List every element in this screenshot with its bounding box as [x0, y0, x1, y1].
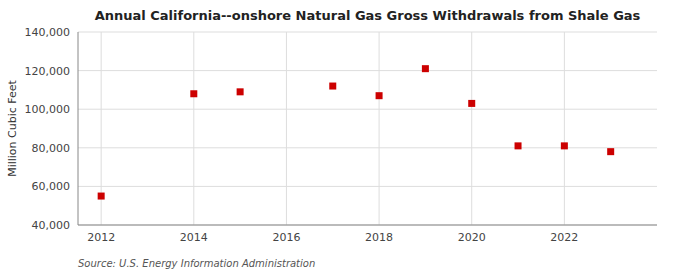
point [237, 88, 244, 95]
y-tick-label: 140,000 [25, 26, 71, 39]
source: Source: U.S. Energy Information Administ… [78, 258, 315, 269]
grid [78, 32, 657, 225]
x-tick-label: 2012 [87, 231, 115, 244]
y-grid-line [78, 70, 657, 71]
y-grid-line [78, 147, 657, 148]
x-grid-line [193, 32, 194, 225]
point [376, 92, 383, 99]
x-tick-label: 2022 [550, 231, 578, 244]
point [422, 65, 429, 72]
y-axis-label: Million Cubic Feet [6, 79, 19, 176]
x-grid-line [286, 32, 287, 225]
point [98, 193, 105, 200]
points [98, 65, 615, 199]
x-grid-line [471, 32, 472, 225]
point [561, 142, 568, 149]
point [468, 100, 475, 107]
title: Annual California--onshore Natural Gas G… [95, 8, 641, 23]
x-tick-label: 2020 [458, 231, 486, 244]
point [329, 83, 336, 90]
x-axis-line [78, 225, 657, 226]
y-grid-line [78, 225, 657, 226]
y-tick-label: 60,000 [32, 180, 71, 193]
y-grid-line [78, 32, 657, 33]
x-grid-line [564, 32, 565, 225]
point [190, 90, 197, 97]
y-tick-label: 40,000 [32, 219, 71, 232]
point [515, 142, 522, 149]
y-tick-label: 80,000 [32, 142, 71, 155]
x-grid-line [379, 32, 380, 225]
point [607, 148, 614, 155]
x-tick-label: 2018 [365, 231, 393, 244]
y-axis-line [78, 32, 79, 225]
y-grid-line [78, 109, 657, 110]
x-tick-label: 2016 [272, 231, 300, 244]
y-grid-line [78, 186, 657, 187]
chart: Annual California--onshore Natural Gas G… [0, 0, 675, 275]
axes: 40,000 60,000 80,000 100,000 120,000 140,000 2… [25, 26, 658, 244]
y-tick-label: 100,000 [25, 103, 71, 116]
y-tick-label: 120,000 [25, 65, 71, 78]
x-tick-label: 2014 [180, 231, 208, 244]
